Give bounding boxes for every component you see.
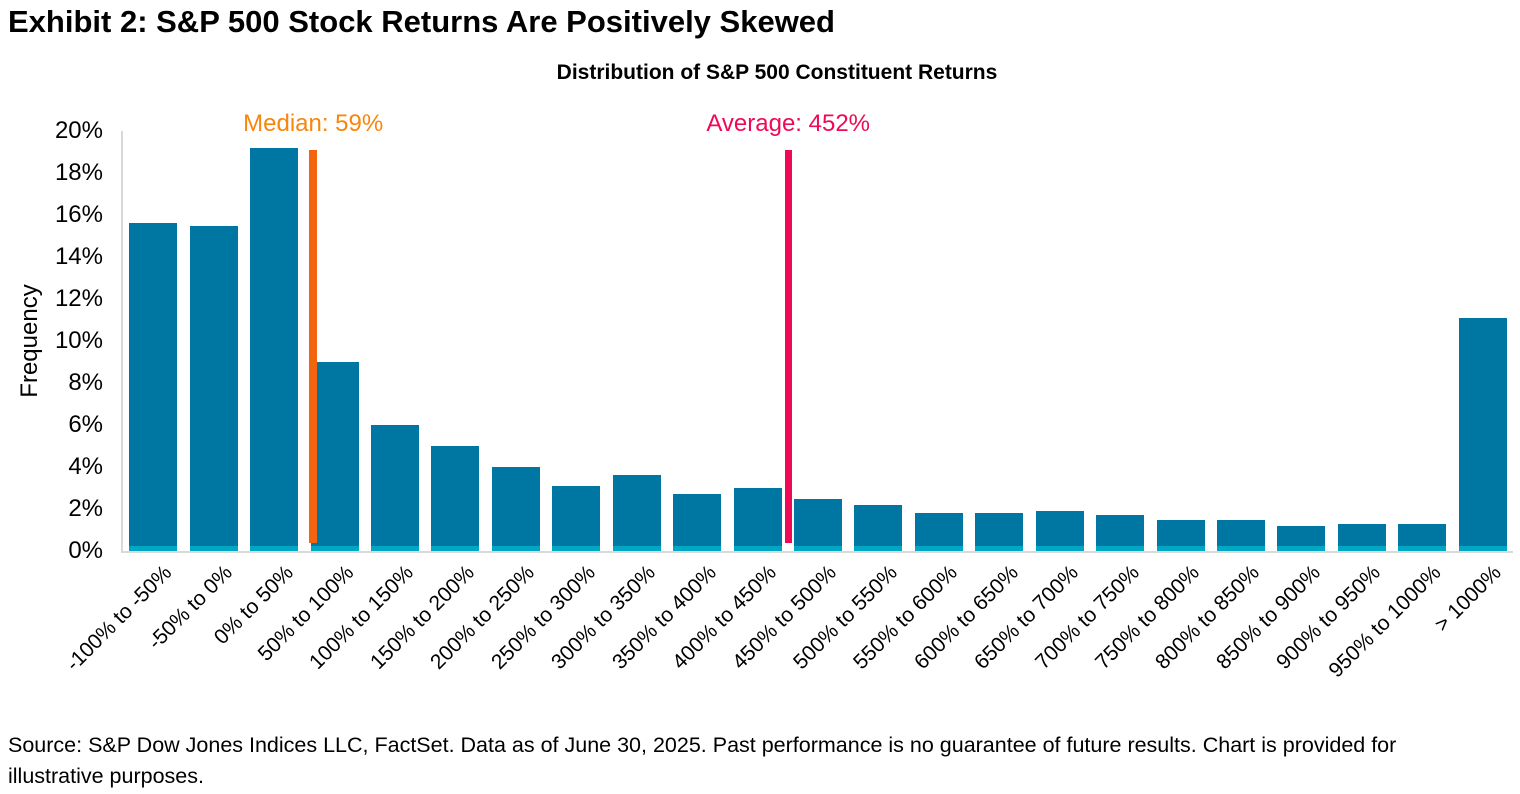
chart-title: Distribution of S&P 500 Constituent Retu…: [556, 61, 998, 84]
bar-900-to-950-: [1337, 523, 1386, 551]
exhibit-title: Exhibit 2: S&P 500 Stock Returns Are Pos…: [8, 4, 835, 39]
y-tick-label-4: 4%: [68, 453, 103, 480]
bar--50-to-0-: [189, 225, 238, 551]
median-line: [309, 150, 318, 543]
y-tick-label-8: 8%: [68, 369, 103, 396]
x-tick-label: 800% to 850%: [1151, 561, 1265, 674]
source-note: Source: S&P Dow Jones Indices LLC, FactS…: [8, 733, 1397, 788]
x-tick-label: 450% to 500%: [728, 561, 842, 674]
x-tick-label: 300% to 350%: [547, 561, 660, 674]
x-tick-label: 100% to 150%: [305, 561, 419, 674]
x-tick-label: 350% to 400%: [607, 561, 721, 674]
y-tick-label-14: 14%: [54, 243, 103, 270]
x-tick-label: 400% to 450%: [667, 561, 781, 674]
bar-400-to-450-: [733, 488, 782, 551]
average-label: Average: 452%: [706, 110, 871, 137]
bar-750-to-800-: [1156, 519, 1205, 551]
bar-250-to-300-: [552, 485, 601, 551]
bar-350-to-400-: [673, 494, 722, 551]
bar-500-to-550-: [854, 504, 903, 551]
y-tick-label-10: 10%: [54, 327, 103, 354]
bar-150-to-200-: [431, 446, 480, 551]
bar--100-to-50-: [129, 223, 178, 551]
y-axis-title: Frequency: [16, 284, 43, 398]
bar-700-to-750-: [1096, 515, 1145, 551]
average-line: [784, 150, 792, 543]
bar->-1000-: [1458, 317, 1507, 551]
bar-550-to-600-: [914, 513, 963, 551]
x-tick-label: > 1000%: [1430, 561, 1507, 637]
bar-600-to-650-: [975, 513, 1024, 551]
y-tick-label-12: 12%: [54, 285, 103, 312]
y-tick-label-20: 20%: [54, 117, 103, 144]
plot-area: [121, 131, 1513, 553]
bar-300-to-350-: [612, 475, 661, 551]
x-tick-label: 750% to 800%: [1091, 561, 1204, 674]
x-tick-label: 550% to 600%: [849, 561, 963, 674]
bar-800-to-850-: [1217, 519, 1266, 551]
x-tick-label: 200% to 250%: [426, 561, 540, 674]
bar-450-to-500-: [794, 498, 842, 551]
bar-950-to-1000-: [1398, 523, 1447, 551]
y-tick-label-6: 6%: [68, 411, 103, 438]
y-tick-label-18: 18%: [54, 159, 103, 186]
x-tick-label: 650% to 700%: [970, 561, 1084, 674]
y-tick-label-0: 0%: [68, 537, 103, 564]
bar-650-to-700-: [1035, 511, 1084, 551]
bar-50-to-100-: [310, 362, 359, 551]
bar-200-to-250-: [491, 467, 540, 551]
x-tick-label: -100% to -50%: [61, 561, 177, 676]
bar-0-to-50-: [250, 147, 299, 551]
median-label: Median: 59%: [243, 110, 384, 137]
x-tick-label: 900% to 950%: [1272, 561, 1386, 674]
bar-100-to-150-: [370, 425, 419, 551]
y-tick-label-2: 2%: [68, 495, 103, 522]
y-tick-label-16: 16%: [54, 201, 103, 228]
bar-850-to-900-: [1277, 525, 1326, 551]
x-tick-label: 950% to 1000%: [1324, 561, 1446, 683]
